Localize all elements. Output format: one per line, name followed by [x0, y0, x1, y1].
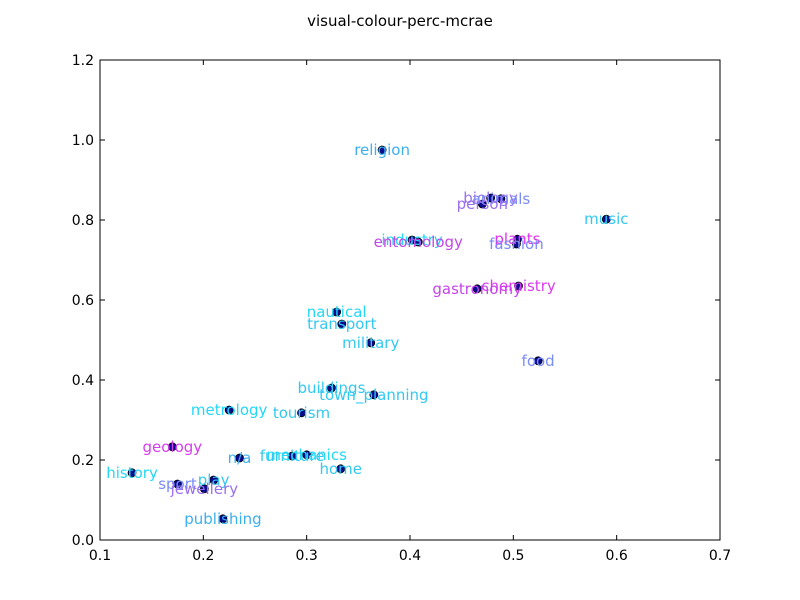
- point-label-transport: transport: [307, 315, 376, 333]
- point-animals: [496, 194, 506, 204]
- point-label-geology: geology: [142, 438, 202, 456]
- point-label-chemistry: chemistry: [481, 277, 556, 295]
- point-jewellery: [199, 484, 209, 494]
- point-tourism: [297, 408, 306, 418]
- point-label-gastronomy: gastronomy: [432, 280, 522, 298]
- point-label-person: person: [457, 195, 508, 213]
- point-label-music: music: [584, 210, 628, 228]
- y-tick-label: 0.6: [72, 293, 94, 309]
- point-label-metrology: metrology: [191, 401, 268, 419]
- point-label-animals: animals: [472, 190, 531, 208]
- point-label-food: food: [522, 352, 555, 370]
- x-tick-label: 0.2: [192, 548, 214, 564]
- point-label-buildings: buildings: [298, 379, 366, 397]
- x-tick-label: 0.5: [502, 548, 524, 564]
- point-religion: [377, 145, 387, 155]
- data-points: [127, 145, 611, 524]
- x-tick-label: 0.7: [709, 548, 731, 564]
- point-label-town-planning: town_planning: [319, 386, 428, 405]
- point-gastronomy: [472, 284, 482, 294]
- chart-title: visual-colour-perc-mcrae: [307, 12, 493, 30]
- axes: 0.1 0.2 0.3 0.4 0.5 0.6 0.7 0.0 0.2 0.4 0.6 0.8 1.0 1…: [72, 53, 731, 564]
- y-tick-label: 0.4: [72, 373, 94, 389]
- point-chemistry: [514, 281, 523, 291]
- point-geology: [167, 442, 177, 452]
- point-label-plants: plants: [494, 230, 540, 248]
- point-publishing: [218, 514, 228, 524]
- point-label-play: play: [198, 471, 230, 489]
- point-label-furniture: furniture: [260, 447, 325, 465]
- point-history: [127, 468, 137, 478]
- point-label-military: military: [342, 334, 399, 352]
- point-fashion: [512, 239, 521, 249]
- point-food: [533, 356, 543, 366]
- point-sport: [173, 479, 182, 489]
- point-label-fashion: fashion: [489, 235, 544, 253]
- point-label-mechanics: mechanics: [266, 446, 347, 464]
- y-tick-label: 0.8: [72, 213, 94, 229]
- y-tick-label: 0.2: [72, 453, 94, 469]
- point-person: [477, 199, 487, 209]
- point-buildings: [327, 383, 336, 393]
- point-label-biology: biology: [463, 189, 518, 207]
- point-entomology: [413, 237, 423, 247]
- point-label-history: history: [106, 464, 158, 482]
- point-town-planning: [369, 390, 379, 400]
- x-tick-label: 0.4: [399, 548, 421, 564]
- y-tick-label: 1.2: [72, 53, 94, 69]
- point-label-nautical: nautical: [307, 303, 367, 321]
- point-play: [209, 475, 219, 485]
- point-music: [601, 214, 611, 224]
- point-n-a: [235, 453, 244, 463]
- point-military: [366, 338, 376, 348]
- point-label-industry: industry: [381, 231, 443, 249]
- plot-frame: [99, 59, 721, 541]
- point-label-home: home: [320, 460, 363, 478]
- x-tick-label: 0.3: [296, 548, 318, 564]
- point-label-sport: sport: [158, 475, 197, 493]
- y-tick-label: 1.0: [72, 133, 94, 149]
- point-mechanics: [302, 450, 312, 460]
- point-home: [336, 464, 346, 474]
- point-label-n-a: n/a: [228, 449, 252, 467]
- x-tick-label: 0.1: [89, 548, 111, 564]
- point-biology: [486, 193, 496, 203]
- point-label-entomology: entomology: [374, 233, 463, 251]
- x-tick-label: 0.6: [606, 548, 628, 564]
- point-metrology: [224, 405, 234, 415]
- point-label-publishing: publishing: [184, 510, 261, 528]
- point-label-religion: religion: [354, 141, 410, 159]
- point-label-tourism: tourism: [273, 404, 330, 422]
- point-label-jewellery: jewellery: [170, 480, 239, 498]
- point-nautical: [332, 307, 342, 317]
- y-tick-label: 0.0: [72, 533, 94, 549]
- point-transport: [337, 319, 347, 329]
- point-furniture: [287, 451, 297, 461]
